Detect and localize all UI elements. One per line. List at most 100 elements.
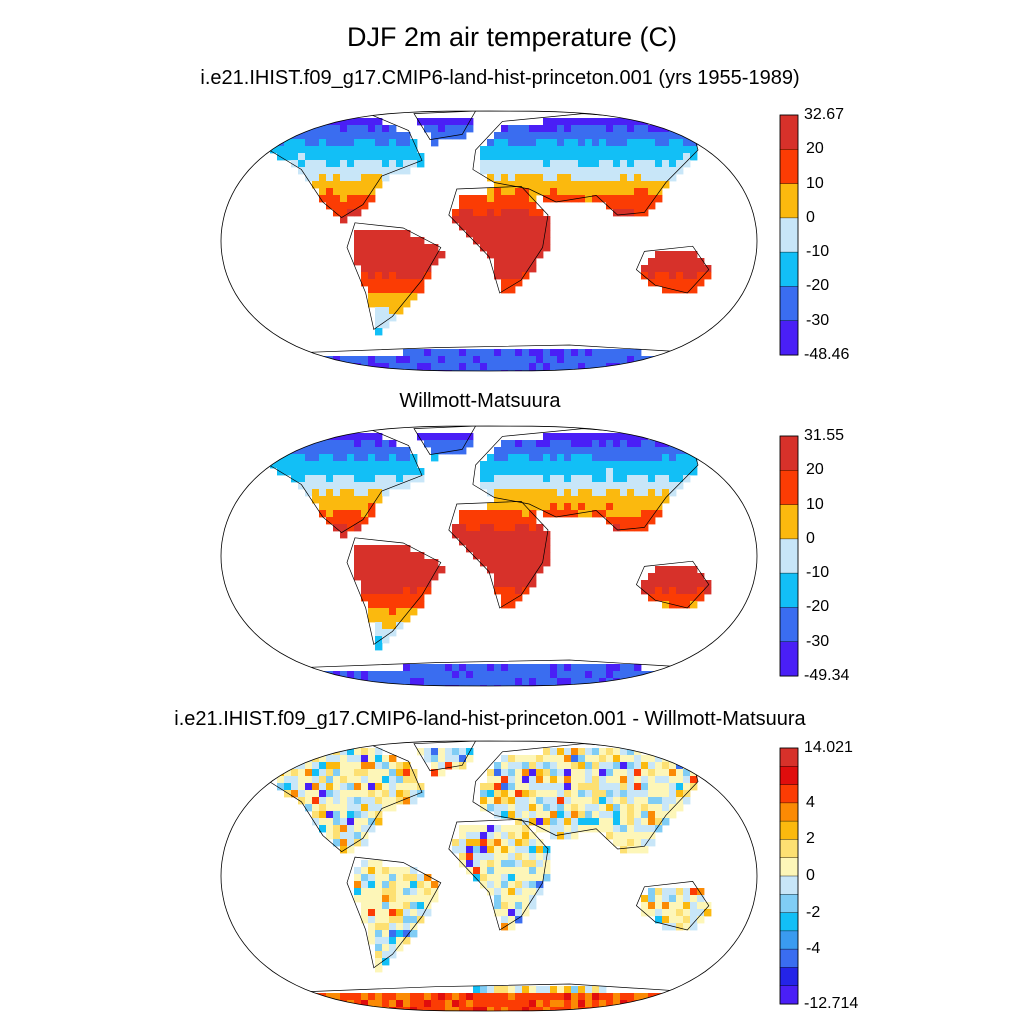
land-cell (424, 125, 432, 133)
land-cell (403, 594, 411, 602)
land-cell (676, 370, 684, 371)
land-cell (620, 160, 628, 168)
land-cell (676, 783, 684, 791)
land-cell (375, 902, 383, 910)
land-cell (494, 909, 502, 917)
land-cell (501, 237, 509, 245)
land-cell (641, 524, 649, 532)
land-cell (326, 503, 334, 511)
land-cell (501, 251, 509, 259)
land-cell (319, 167, 327, 175)
map-outline (220, 740, 758, 1012)
land-cell (676, 125, 684, 133)
land-cell (368, 251, 376, 259)
land-cell (585, 671, 593, 679)
land-cell (375, 125, 383, 133)
land-cell (452, 1000, 460, 1008)
land-cell (389, 300, 397, 308)
land-cell (459, 1007, 467, 1011)
land-cell (417, 748, 425, 756)
land-cell (529, 804, 537, 812)
land-cell (515, 825, 523, 833)
land-cell (620, 125, 628, 133)
land-cell (564, 188, 572, 196)
land-cell (536, 825, 544, 833)
land-cell (494, 671, 502, 679)
land-cell (599, 1007, 607, 1011)
land-cell (648, 783, 656, 791)
land-cell (634, 146, 642, 154)
land-cell (690, 468, 698, 476)
land-cell (284, 132, 292, 140)
land-cell (473, 531, 481, 539)
colorbar-swatch (779, 320, 799, 356)
land-cell (494, 132, 502, 140)
land-cell (620, 440, 628, 448)
land-cell (613, 524, 621, 532)
land-cell (669, 993, 677, 1001)
land-cell (305, 993, 313, 1001)
land-cell (424, 251, 432, 259)
land-cell (277, 762, 285, 770)
land-cell (389, 944, 397, 952)
land-cell (312, 167, 320, 175)
land-cell (592, 349, 600, 357)
land-cell (676, 587, 684, 595)
land-cell (564, 755, 572, 763)
land-cell (627, 811, 635, 819)
land-cell (515, 489, 523, 497)
land-cell (585, 181, 593, 189)
land-cell (501, 209, 509, 217)
land-cell (319, 503, 327, 511)
land-cell (543, 167, 551, 175)
land-cell (683, 923, 691, 931)
land-cell (515, 832, 523, 840)
land-cell (319, 461, 327, 469)
land-cell (599, 769, 607, 777)
land-cell (620, 776, 628, 784)
land-cell (634, 461, 642, 469)
land-cell (389, 622, 397, 630)
land-cell (410, 559, 418, 567)
land-cell (690, 580, 698, 588)
land-cell (571, 797, 579, 805)
land-cell (606, 503, 614, 511)
colorbar-label: -48.46 (804, 346, 850, 363)
land-cell (480, 230, 488, 238)
land-cell (676, 685, 684, 686)
land-cell (466, 195, 474, 203)
land-cell (522, 202, 530, 210)
land-cell (284, 790, 292, 798)
land-cell (529, 860, 537, 868)
land-cell (529, 545, 537, 553)
land-cell (543, 538, 551, 546)
land-cell (340, 790, 348, 798)
land-cell (690, 139, 698, 147)
land-cell (515, 853, 523, 861)
land-cell (501, 776, 509, 784)
land-cell (368, 776, 376, 784)
land-cell (676, 447, 684, 455)
land-cell (578, 993, 586, 1001)
land-cell (655, 146, 663, 154)
land-cell (606, 825, 614, 833)
colorbar-label: 0 (806, 867, 815, 884)
land-cell (319, 776, 327, 784)
land-cell (522, 986, 530, 994)
land-cell (452, 839, 460, 847)
land-cell (347, 363, 355, 371)
land-cell (340, 748, 348, 756)
land-cell (585, 685, 593, 686)
land-cell (396, 580, 404, 588)
colorbar-swatch (779, 912, 799, 932)
land-cell (662, 902, 670, 910)
land-cell (347, 524, 355, 532)
land-cell (529, 482, 537, 490)
land-cell (543, 783, 551, 791)
land-cell (669, 769, 677, 777)
land-cell (333, 139, 341, 147)
land-cell (445, 356, 453, 364)
land-cell (627, 825, 635, 833)
land-cell (648, 678, 656, 686)
land-cell (361, 202, 369, 210)
